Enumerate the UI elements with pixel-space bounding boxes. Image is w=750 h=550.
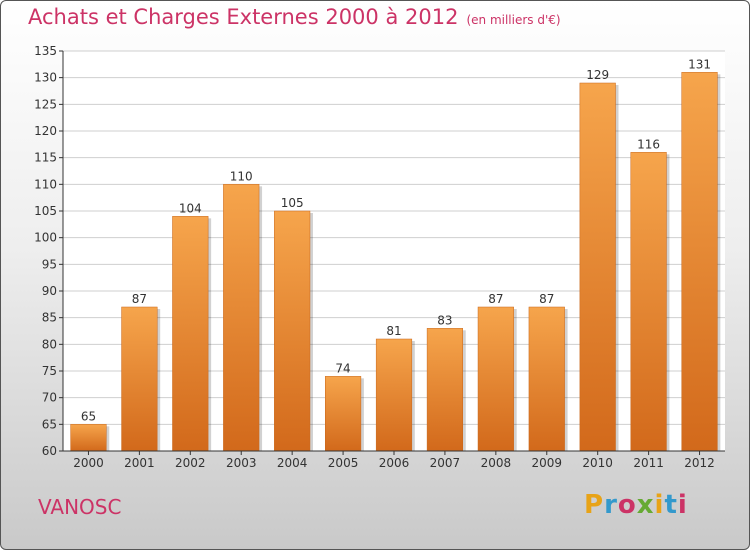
y-tick-label: 130 [34,71,57,85]
bar-value-label: 110 [230,169,253,183]
bar [223,184,260,452]
y-tick-label: 85 [42,311,57,325]
y-tick-label: 90 [42,284,57,298]
bar [426,328,463,452]
chart-subtitle: (en milliers d'€) [466,13,561,27]
x-tick-label: 2002 [175,456,206,470]
bar [325,376,362,452]
x-tick-label: 2012 [684,456,715,470]
commune-name: VANOSC [38,495,122,519]
y-tick-label: 75 [42,364,57,378]
x-tick-label: 2004 [277,456,308,470]
y-tick-label: 60 [42,444,57,458]
x-tick-label: 2009 [531,456,562,470]
x-tick-label: 2007 [430,456,461,470]
bar [579,82,616,452]
bar [477,306,514,452]
y-tick-label: 100 [34,231,57,245]
chart-title: Achats et Charges Externes 2000 à 2012 (e… [28,5,561,29]
logo-letter: i [677,490,688,520]
bar-value-label: 87 [132,292,147,306]
bar [630,152,667,452]
y-tick-label: 135 [34,44,57,58]
bar [274,210,311,452]
bar-value-label: 74 [335,361,350,375]
bar [681,72,718,452]
title-text: Achats et Charges Externes 2000 à 2012 [28,5,459,29]
logo-letter: x [636,490,655,520]
logo-letter: r [604,490,618,520]
logo-letter: i [654,490,665,520]
bar-value-label: 116 [637,137,660,151]
y-tick-label: 70 [42,391,57,405]
bar-value-label: 81 [386,324,401,338]
bar-value-label: 83 [437,313,452,327]
y-tick-label: 125 [34,97,57,111]
y-tick-label: 105 [34,204,57,218]
x-tick-label: 2008 [481,456,512,470]
x-tick-label: 2006 [379,456,410,470]
bar-value-label: 87 [488,292,503,306]
bar-value-label: 129 [586,68,609,82]
x-tick-label: 2001 [124,456,155,470]
bar-value-label: 65 [81,409,96,423]
logo-letter: P [584,490,605,520]
x-tick-label: 2003 [226,456,257,470]
bar [172,216,209,452]
x-tick-label: 2010 [582,456,613,470]
x-tick-label: 2000 [73,456,104,470]
y-tick-label: 120 [34,124,57,138]
x-tick-label: 2011 [633,456,664,470]
bar [528,306,565,452]
proxiti-logo: Proxiti [584,490,688,520]
bar [121,306,158,452]
y-tick-label: 65 [42,417,57,431]
y-tick-label: 95 [42,257,57,271]
logo-letter: t [664,490,678,520]
bar-value-label: 104 [179,201,202,215]
bar-value-label: 105 [281,196,304,210]
bar [375,338,413,452]
logo-letter: o [617,490,637,520]
y-tick-label: 80 [42,337,57,351]
y-tick-label: 115 [34,151,57,165]
bar-value-label: 131 [688,57,711,71]
y-tick-label: 110 [34,177,57,191]
x-tick-label: 2005 [328,456,359,470]
bar [70,424,107,452]
bar-value-label: 87 [539,292,554,306]
